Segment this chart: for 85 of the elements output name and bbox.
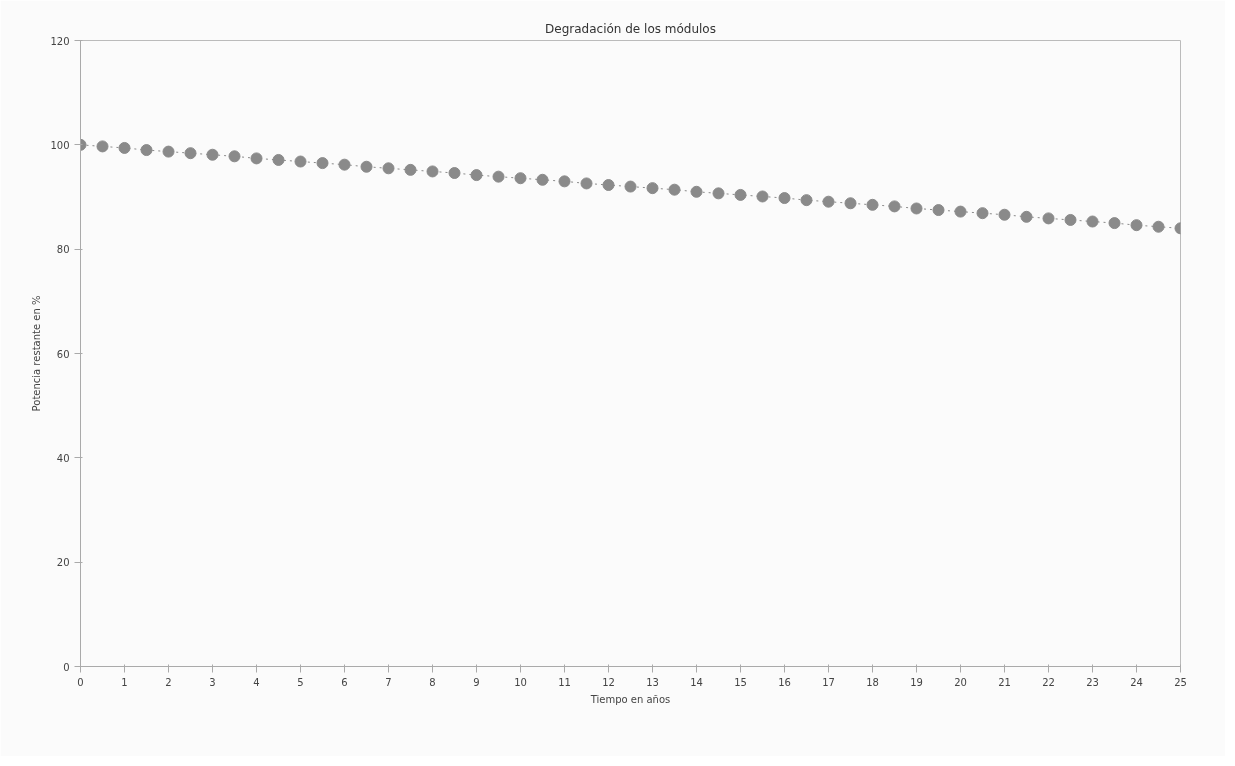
x-tick-label: 25 [1174,676,1187,688]
point [734,188,747,201]
point [1064,213,1077,226]
point [382,162,395,175]
x-tick-label: 11 [558,676,571,688]
point [118,141,131,154]
point [140,144,153,157]
x-tick-label: 4 [253,676,260,688]
x-tick-label: 19 [910,676,923,688]
point [184,147,197,160]
point [646,182,659,195]
x-axis-title: Tiempo en años [589,693,671,705]
point [1086,215,1099,228]
x-tick-label: 14 [690,676,703,688]
point [800,194,813,207]
x-tick-label: 8 [429,676,436,688]
point [624,180,637,193]
point [338,158,351,171]
point [360,160,373,173]
point [866,198,879,211]
x-tick-label: 21 [998,676,1011,688]
y-tick-label: 40 [56,452,70,464]
point [448,167,461,179]
point [844,197,857,210]
x-tick-label: 13 [646,676,659,688]
point [822,195,835,208]
point [316,157,329,170]
x-tick-label: 15 [734,676,747,688]
point [426,165,439,178]
point [536,173,549,186]
point [558,175,571,188]
point [514,172,527,185]
point [1108,217,1121,230]
x-tick-label: 17 [822,676,835,688]
point [756,190,769,203]
point [888,200,901,213]
x-tick-label: 5 [297,676,304,688]
x-tick-label: 12 [602,676,615,688]
point [470,169,483,182]
point [206,148,219,161]
x-tick-label: 16 [778,676,791,688]
point [580,177,593,190]
point [294,155,307,168]
x-tick-label: 6 [341,676,348,688]
point [932,204,945,217]
y-tick-label: 100 [50,139,70,151]
y-tick-label: 80 [56,244,70,256]
x-tick-label: 3 [209,676,216,688]
point [602,179,615,191]
x-tick-label: 23 [1086,676,1099,688]
chart-title: Degradación de los módulos [545,21,716,36]
x-tick-label: 24 [1130,676,1143,688]
x-tick-label: 0 [77,676,84,688]
point [998,208,1011,221]
y-axis-title: Potencia restante en % [31,295,43,412]
point [1020,210,1033,223]
y-tick-label: 0 [63,661,70,673]
point [1042,212,1055,225]
x-tick-label: 22 [1042,676,1055,688]
point [1152,220,1165,233]
y-tick-label: 20 [56,557,70,569]
point [228,150,241,163]
x-tick-label: 7 [385,676,392,688]
point [162,145,175,158]
point [492,170,505,183]
point [690,185,703,198]
x-tick-label: 9 [473,676,480,688]
y-tick-label: 120 [50,35,70,47]
x-tick-label: 1 [121,676,128,688]
point [272,153,285,166]
point [1130,219,1143,232]
x-tick-label: 2 [165,676,172,688]
point [96,140,109,153]
x-tick-label: 20 [954,676,967,688]
point [954,205,967,218]
point [668,183,681,196]
x-tick-label: 10 [514,676,527,688]
point [778,192,791,205]
x-tick-label: 18 [866,676,879,688]
point [250,152,263,165]
point [404,163,417,176]
point [712,187,725,200]
point [910,202,923,215]
point [976,207,989,220]
y-tick-label: 60 [56,348,70,360]
